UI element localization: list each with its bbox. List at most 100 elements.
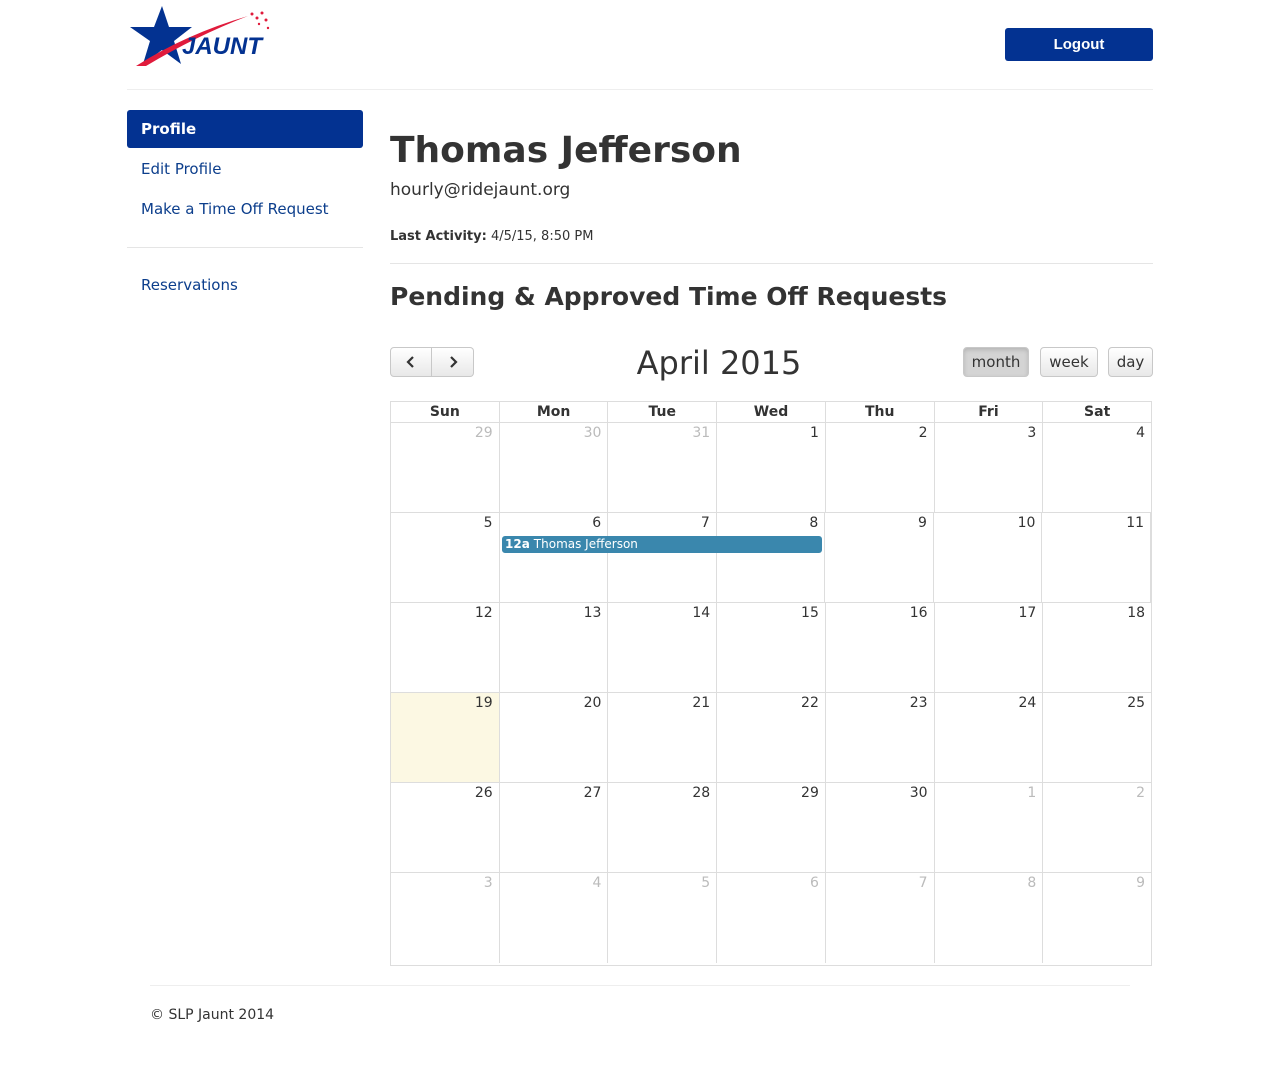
day-cell[interactable]: 4 [1043, 423, 1151, 512]
jaunt-logo[interactable]: JAUNT [126, 4, 276, 70]
day-number: 22 [801, 695, 819, 711]
day-cell[interactable]: 2 [826, 423, 935, 512]
last-activity-label: Last Activity: [390, 229, 487, 244]
day-cell[interactable]: 1 [717, 423, 826, 512]
sidebar-item-reservations[interactable]: Reservations [141, 276, 238, 294]
day-cell[interactable]: 31 [608, 423, 718, 512]
day-cell[interactable]: 26 [391, 783, 500, 872]
day-cell[interactable]: 23 [826, 693, 935, 782]
chevron-left-icon [406, 356, 414, 368]
event-time: 12a [505, 537, 530, 551]
calendar-nav [390, 347, 474, 377]
day-cell[interactable]: 7 [608, 513, 717, 602]
day-header: Thu [826, 402, 935, 422]
day-cell[interactable]: 27 [500, 783, 609, 872]
day-cell[interactable]: 2 [1043, 783, 1151, 872]
day-cell-today[interactable]: 19 [391, 693, 500, 782]
week-row: 5 6 7 8 9 10 11 12a Thomas Jefferson [391, 513, 1152, 603]
day-header: Sat [1084, 404, 1111, 420]
view-week-button[interactable]: week [1040, 347, 1098, 377]
day-cell[interactable]: 30 [826, 783, 935, 872]
calendar-title: April 2015 [636, 344, 802, 382]
section-title: Pending & Approved Time Off Requests [390, 282, 948, 311]
day-cell[interactable]: 20 [500, 693, 609, 782]
day-cell[interactable]: 18 [1043, 603, 1151, 692]
day-number: 25 [1127, 695, 1146, 711]
sidebar-item-edit-profile[interactable]: Edit Profile [141, 160, 222, 178]
day-number: 2 [1136, 785, 1146, 801]
day-header: Fri [935, 402, 1044, 422]
week-row: 29 30 31 1 2 3 4 [391, 423, 1151, 513]
day-number: 7 [700, 515, 710, 531]
day-cell[interactable]: 8 [717, 513, 826, 602]
day-cell[interactable]: 13 [500, 603, 609, 692]
week-row: 19 20 21 22 23 24 25 [391, 693, 1151, 783]
day-header: Mon [500, 402, 609, 422]
day-number: 9 [917, 515, 927, 531]
day-number: 24 [1018, 695, 1037, 711]
logout-button[interactable]: Logout [1005, 28, 1153, 61]
day-cell[interactable]: 5 [608, 873, 718, 963]
day-cell[interactable]: 9 [1043, 873, 1151, 963]
day-number: 13 [583, 605, 602, 621]
day-cell[interactable]: 5 [391, 513, 500, 602]
day-cell[interactable]: 6 [500, 513, 609, 602]
header-divider [127, 89, 1153, 90]
day-cell[interactable]: 9 [825, 513, 934, 602]
view-day-button[interactable]: day [1108, 347, 1153, 377]
day-number: 15 [801, 605, 819, 621]
day-cell[interactable]: 21 [608, 693, 718, 782]
day-number: 28 [692, 785, 711, 801]
day-cell[interactable]: 22 [717, 693, 826, 782]
week-row: 26 27 28 29 30 1 2 [391, 783, 1151, 873]
day-cell[interactable]: 24 [935, 693, 1044, 782]
day-cell[interactable]: 17 [935, 603, 1044, 692]
day-number: 26 [474, 785, 493, 801]
day-number: 7 [918, 875, 928, 891]
day-number: 20 [583, 695, 602, 711]
logo-star [130, 6, 192, 64]
day-cell[interactable]: 14 [608, 603, 718, 692]
day-cell[interactable]: 8 [935, 873, 1044, 963]
footer-divider [150, 985, 1130, 986]
day-cell[interactable]: 11 [1042, 513, 1152, 602]
sidebar-item-profile[interactable]: Profile [127, 110, 363, 148]
day-cell[interactable]: 16 [826, 603, 935, 692]
view-month-button[interactable]: month [963, 347, 1029, 377]
day-cell[interactable]: 3 [391, 873, 500, 963]
day-cell[interactable]: 30 [500, 423, 609, 512]
day-cell[interactable]: 15 [717, 603, 826, 692]
day-number: 18 [1127, 605, 1146, 621]
prev-month-button[interactable] [390, 347, 432, 377]
day-cell[interactable]: 28 [608, 783, 718, 872]
day-number: 14 [692, 605, 711, 621]
calendar-event[interactable]: 12a Thomas Jefferson [502, 536, 822, 553]
day-cell[interactable]: 3 [935, 423, 1044, 512]
last-activity: Last Activity: 4/5/15, 8:50 PM [390, 229, 593, 244]
day-cell[interactable]: 1 [935, 783, 1044, 872]
day-number: 17 [1018, 605, 1037, 621]
day-cell[interactable]: 7 [826, 873, 935, 963]
day-cell[interactable]: 29 [717, 783, 826, 872]
day-number: 8 [1027, 875, 1037, 891]
day-cell[interactable]: 4 [500, 873, 609, 963]
day-cell[interactable]: 6 [717, 873, 826, 963]
day-number: 23 [909, 695, 928, 711]
day-cell[interactable]: 29 [391, 423, 500, 512]
day-cell[interactable]: 25 [1043, 693, 1151, 782]
sidebar-item-time-off-request[interactable]: Make a Time Off Request [141, 200, 329, 218]
day-cell[interactable]: 12 [391, 603, 500, 692]
day-cell[interactable]: 10 [934, 513, 1043, 602]
day-number: 16 [909, 605, 928, 621]
day-header: Sun [391, 402, 500, 422]
day-header: Tue [608, 402, 718, 422]
page-title: Thomas Jefferson [390, 130, 742, 171]
day-number: 1 [1027, 785, 1037, 801]
next-month-button[interactable] [432, 347, 474, 377]
day-number: 12 [474, 605, 493, 621]
user-email: hourly@ridejaunt.org [390, 180, 571, 200]
day-number: 29 [474, 425, 493, 441]
section-divider [390, 263, 1153, 264]
month-calendar: Sun Mon Tue Wed Thu Fri Sat 29 30 31 1 2 3 4 5 6 7 8 9 10 1… [390, 401, 1152, 966]
day-number: 30 [583, 425, 602, 441]
